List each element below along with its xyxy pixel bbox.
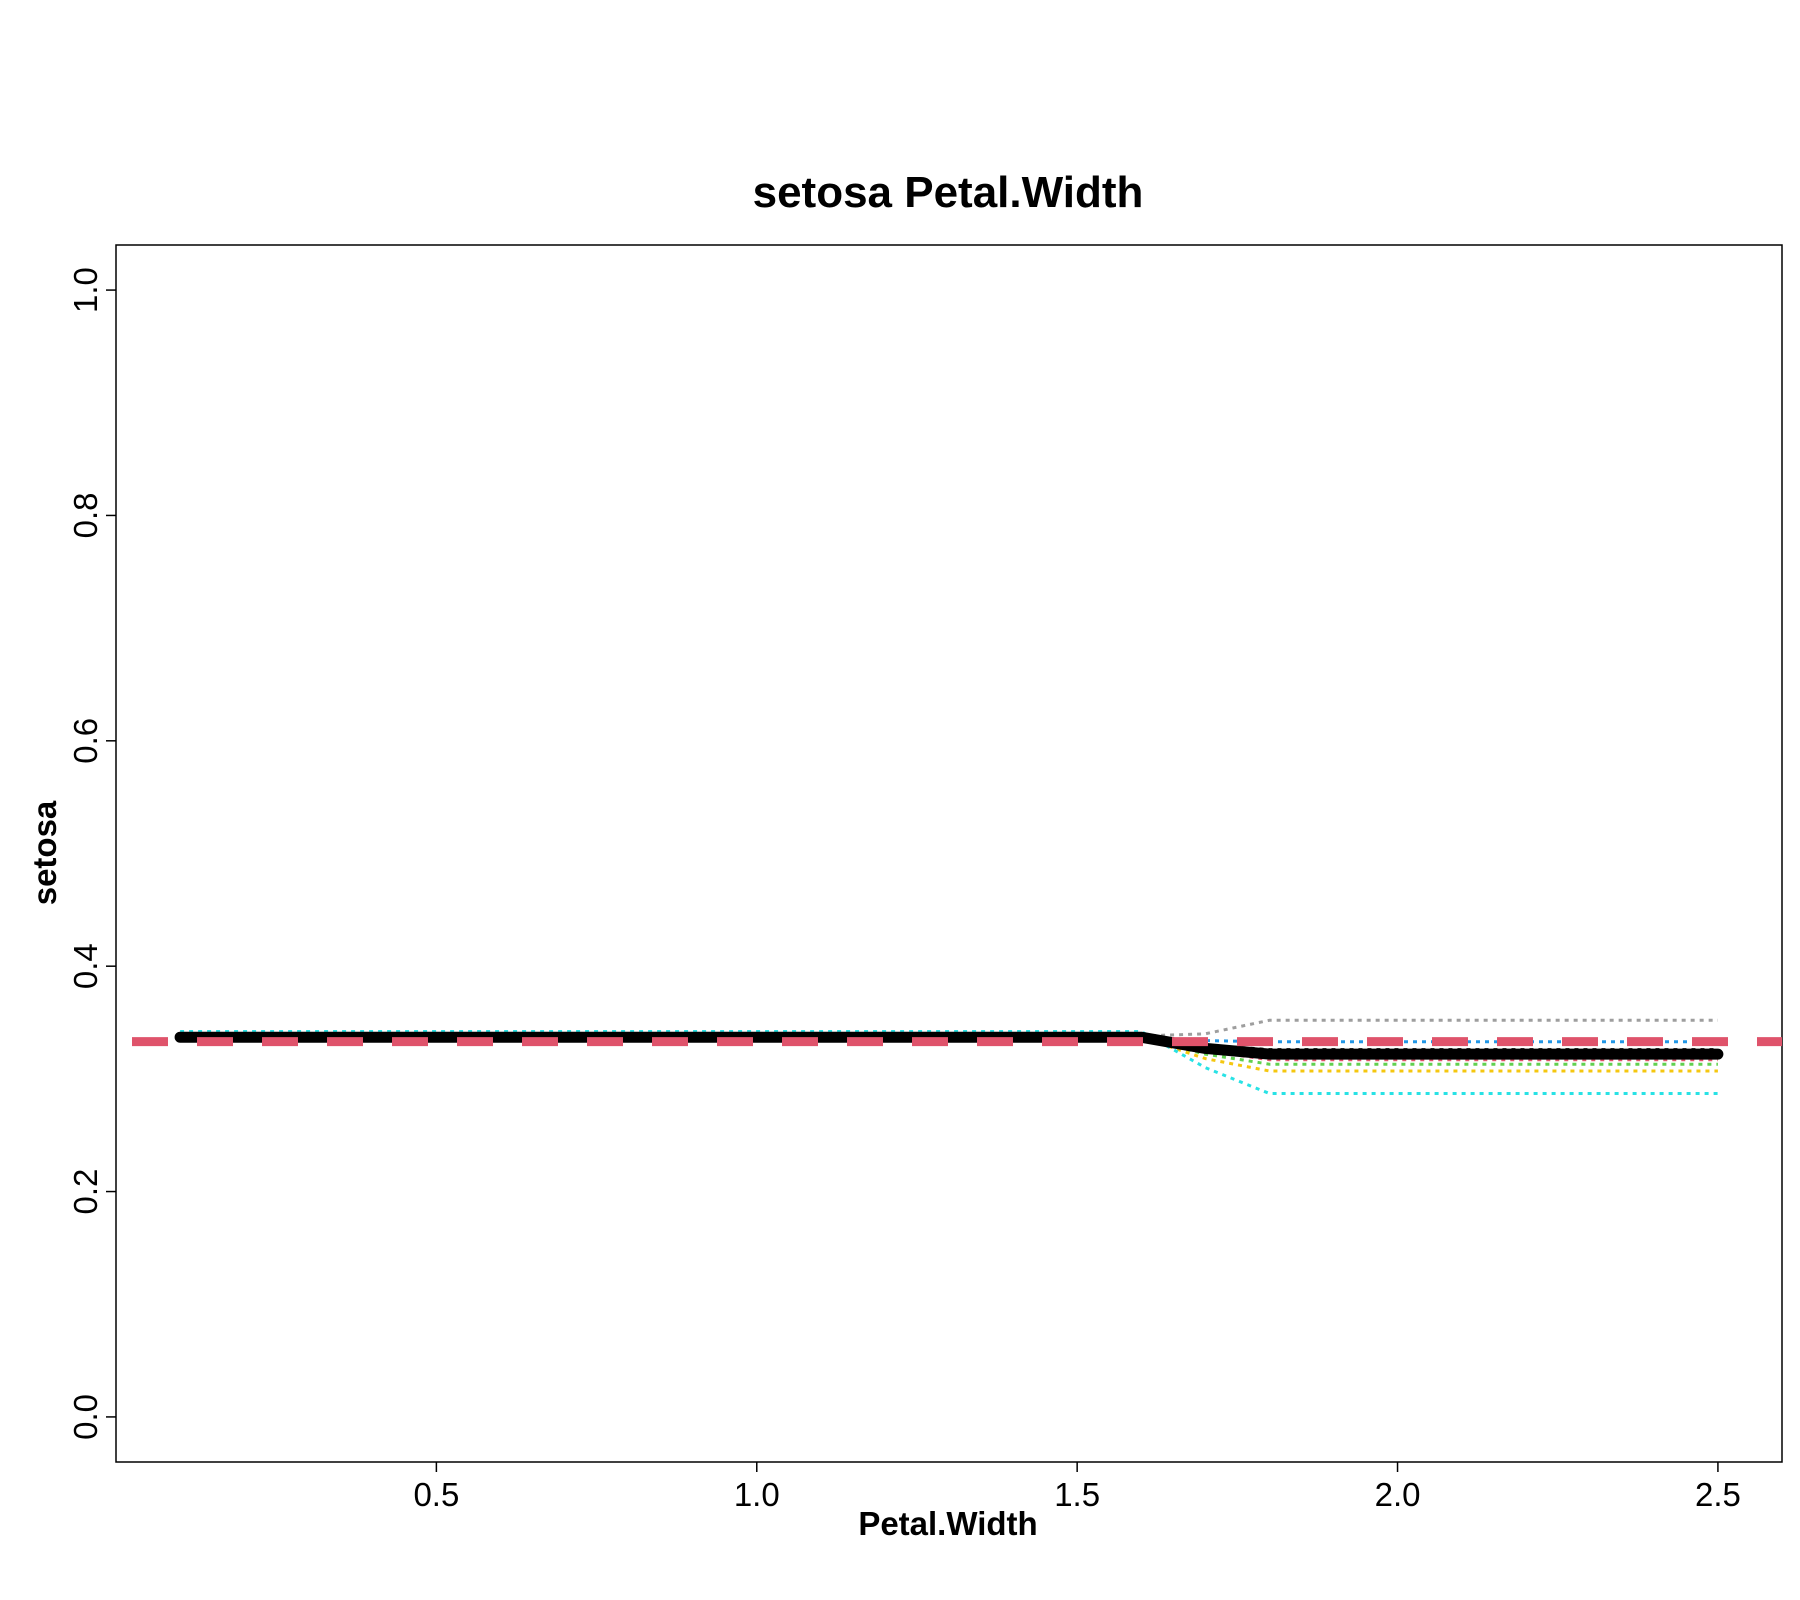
y-axis: 0.0 0.2 0.4 0.6 0.8 1.0 — [67, 267, 116, 1440]
x-tick-label: 1.5 — [1054, 1476, 1100, 1513]
y-axis-label: setosa — [26, 800, 63, 905]
series-layer — [116, 1018, 1782, 1095]
plot-frame — [115, 244, 1783, 1463]
x-tick-label: 2.5 — [1695, 1476, 1741, 1513]
y-tick-label: 0.8 — [67, 492, 104, 538]
y-tick-label: 0.2 — [67, 1169, 104, 1215]
x-tick-label: 1.0 — [734, 1476, 780, 1513]
x-axis: 0.5 1.0 1.5 2.0 2.5 — [413, 1462, 1741, 1513]
y-tick-label: 0.6 — [67, 718, 104, 764]
individual-curve-7 — [180, 1030, 1718, 1095]
x-axis-label: Petal.Width — [858, 1505, 1037, 1542]
y-tick-label: 1.0 — [67, 267, 104, 313]
y-tick-label: 0.0 — [67, 1394, 104, 1440]
y-tick-label: 0.4 — [67, 943, 104, 989]
chart-title: setosa Petal.Width — [753, 168, 1144, 217]
average-curve — [174, 1031, 1724, 1060]
x-tick-label: 2.0 — [1375, 1476, 1421, 1513]
x-tick-label: 0.5 — [413, 1476, 459, 1513]
